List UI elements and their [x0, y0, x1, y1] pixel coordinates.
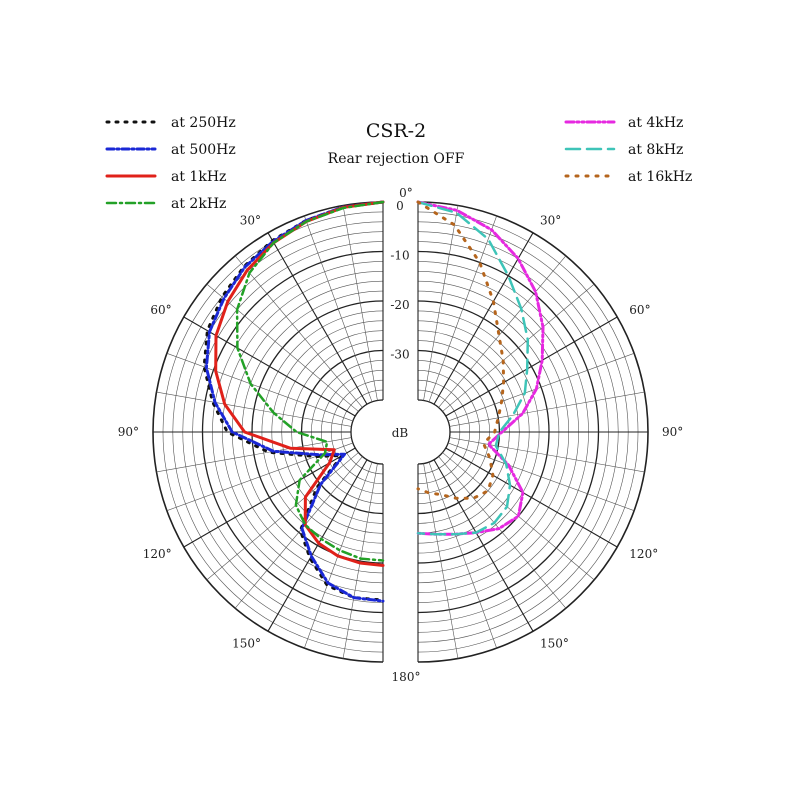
grid-spoke — [206, 452, 359, 581]
legend-label: at 500Hz — [171, 142, 236, 158]
angle-tick-label: 30° — [540, 214, 561, 228]
grid-spoke — [438, 456, 567, 609]
grid-spoke — [442, 283, 595, 412]
angle-tick-label: 60° — [150, 303, 171, 317]
angle-tick-label: 90° — [662, 425, 683, 439]
series-line-1 — [202, 200, 385, 602]
grid-spoke — [433, 459, 534, 632]
chart-subtitle: Rear rejection OFF — [328, 151, 465, 167]
radial-tick-label: -10 — [390, 249, 409, 263]
legend-label: at 8kHz — [628, 142, 683, 158]
grid-spoke — [206, 283, 359, 412]
legend-label: at 2kHz — [171, 196, 226, 212]
angle-tick-label: 120° — [629, 547, 658, 561]
grid-spoke — [166, 353, 354, 422]
grid-spoke — [428, 215, 497, 403]
angle-tick-label: 30° — [240, 214, 261, 228]
grid-spoke — [449, 391, 645, 427]
grid-spoke — [449, 437, 645, 473]
grid-spoke — [156, 391, 352, 427]
radial-tick-label: -30 — [390, 348, 409, 362]
grid-spoke — [234, 255, 363, 408]
grid-circle — [350, 399, 384, 465]
angle-tick-label: 90° — [118, 425, 139, 439]
grid-spoke — [234, 456, 363, 609]
radial-tick-label: 0 — [396, 199, 404, 213]
chart-title: CSR-2 — [366, 120, 426, 142]
grid-spoke — [183, 316, 356, 417]
grid-spoke — [423, 463, 459, 659]
angle-tick-label: 60° — [629, 303, 650, 317]
grid-spoke — [445, 316, 618, 417]
grid-spoke — [428, 461, 497, 649]
grid-spoke — [267, 459, 368, 632]
series-line-6 — [416, 200, 530, 536]
series-line-7 — [416, 200, 506, 500]
radial-unit-label: dB — [392, 426, 409, 440]
legend: at 250Hz at 500Hz at 1kHz at 2kHz at 4kHz at … — [105, 115, 692, 212]
legend-label: at 4kHz — [628, 115, 683, 131]
grid-circle — [417, 399, 451, 465]
series-layer — [202, 200, 545, 603]
radial-tick-label: -20 — [390, 298, 409, 312]
grid-spoke — [438, 255, 567, 408]
angle-tick-label: 180° — [392, 670, 421, 684]
angle-tick-label: 150° — [232, 636, 261, 650]
series-line-2 — [204, 200, 385, 603]
right-polar-grid — [417, 201, 649, 663]
legend-label: at 16kHz — [628, 169, 692, 185]
left-polar-grid — [152, 201, 384, 663]
grid-spoke — [445, 447, 618, 548]
legend-label: at 1kHz — [171, 169, 226, 185]
axis-labels: 0° 30° 60° 90° 120° 150° 180° 30° 60° 90° 120° 150°… — [118, 186, 684, 684]
series-line-4 — [235, 200, 385, 562]
grid-spoke — [304, 215, 373, 403]
grid-spoke — [342, 463, 378, 659]
angle-tick-label: 0° — [399, 186, 413, 200]
grid-spoke — [423, 205, 459, 401]
grid-spoke — [433, 232, 534, 405]
angle-tick-label: 120° — [143, 547, 172, 561]
grid-spoke — [342, 205, 378, 401]
grid-spoke — [156, 437, 352, 473]
grid-spoke — [447, 442, 635, 511]
grid-spoke — [267, 232, 368, 405]
grid-spoke — [447, 353, 635, 422]
legend-label: at 250Hz — [171, 115, 236, 131]
angle-tick-label: 150° — [540, 636, 569, 650]
